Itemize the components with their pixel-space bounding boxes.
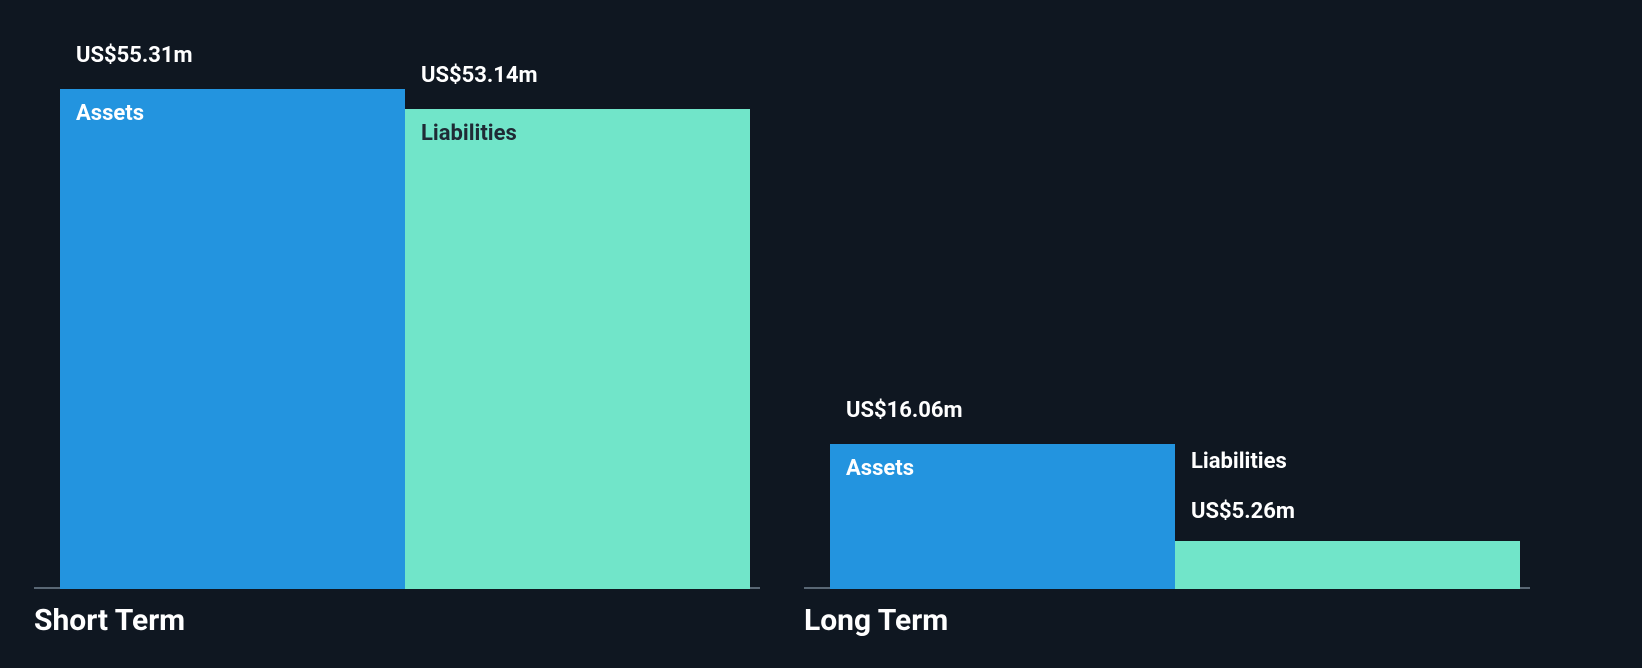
bar-long-term-assets: US$16.06m Assets	[830, 444, 1175, 589]
bar-label-short-term-assets: Assets	[76, 101, 144, 126]
bar-value-long-term-assets: US$16.06m	[846, 398, 963, 423]
bar-value-short-term-liabilities: US$53.14m	[421, 63, 538, 88]
group-long-term: US$16.06m Assets US$5.26m Liabilities Lo…	[804, 29, 1530, 638]
plot-area-long-term: US$16.06m Assets US$5.26m Liabilities	[804, 29, 1530, 589]
bar-label-long-term-assets: Assets	[846, 456, 914, 481]
bar-label-long-term-liabilities: Liabilities	[1191, 449, 1287, 474]
balance-chart: US$55.31m Assets US$53.14m Liabilities S…	[0, 0, 1642, 668]
bar-long-term-liabilities: US$5.26m Liabilities	[1175, 541, 1520, 589]
group-title-short-term: Short Term	[34, 603, 760, 638]
bar-value-short-term-assets: US$55.31m	[76, 43, 193, 68]
bars-long-term: US$16.06m Assets US$5.26m Liabilities	[830, 444, 1520, 589]
group-short-term: US$55.31m Assets US$53.14m Liabilities S…	[34, 29, 760, 638]
bars-short-term: US$55.31m Assets US$53.14m Liabilities	[60, 89, 750, 589]
bar-label-short-term-liabilities: Liabilities	[421, 121, 517, 146]
plot-area-short-term: US$55.31m Assets US$53.14m Liabilities	[34, 29, 760, 589]
bar-short-term-liabilities: US$53.14m Liabilities	[405, 109, 750, 589]
bar-short-term-assets: US$55.31m Assets	[60, 89, 405, 589]
bar-value-long-term-liabilities: US$5.26m	[1191, 499, 1295, 524]
group-title-long-term: Long Term	[804, 603, 1530, 638]
